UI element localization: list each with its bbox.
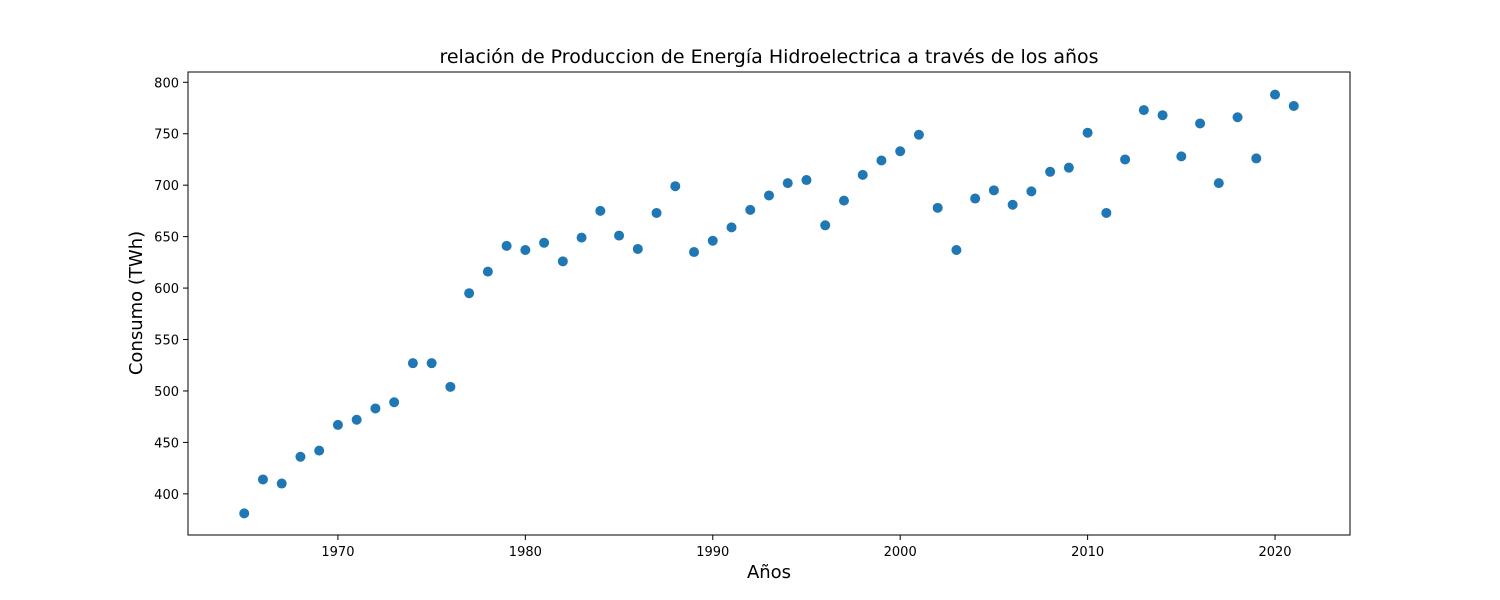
scatter-point	[557, 256, 568, 267]
y-tick-label: 650	[154, 231, 179, 246]
x-tick-label: 2000	[884, 545, 917, 560]
scatter-point	[1101, 207, 1112, 218]
y-tick-label: 700	[154, 179, 179, 194]
scatter-point	[857, 169, 868, 180]
x-tick-label: 1990	[696, 545, 729, 560]
scatter-point	[389, 397, 400, 408]
scatter-point	[913, 129, 924, 140]
scatter-point	[276, 478, 287, 489]
scatter-point	[1251, 153, 1262, 164]
x-tick-label: 2010	[1071, 545, 1104, 560]
y-tick-label: 750	[154, 128, 179, 143]
scatter-point	[1270, 89, 1281, 100]
scatter-point	[1063, 162, 1074, 173]
y-tick-label: 500	[154, 385, 179, 400]
scatter-point	[445, 381, 456, 392]
scatter-point	[482, 266, 493, 277]
scatter-point	[876, 155, 887, 166]
scatter-point	[1082, 127, 1093, 138]
x-tick-label: 2020	[1258, 545, 1291, 560]
scatter-point	[1007, 199, 1018, 210]
scatter-point	[464, 288, 475, 299]
scatter-point	[614, 230, 625, 241]
scatter-point	[295, 451, 306, 462]
scatter-point	[520, 244, 531, 255]
scatter-point	[651, 207, 662, 218]
scatter-point	[707, 235, 718, 246]
scatter-point	[407, 358, 418, 369]
scatter-point	[501, 240, 512, 251]
scatter-point	[1138, 105, 1149, 116]
scatter-point	[745, 204, 756, 215]
x-tick-label: 1970	[321, 545, 354, 560]
x-axis-ticks: 1970 1980 1990 2000 2010 2020	[321, 535, 1292, 560]
scatter-point	[1176, 151, 1187, 162]
y-tick-label: 600	[154, 282, 179, 297]
scatter-point	[988, 185, 999, 196]
scatter-point	[764, 190, 774, 201]
data-points	[239, 89, 1299, 519]
scatter-point	[426, 358, 437, 369]
scatter-point	[1195, 118, 1206, 129]
scatter-point	[1213, 178, 1224, 189]
scatter-point	[932, 202, 943, 213]
scatter-point	[895, 146, 906, 157]
scatter-point	[689, 247, 700, 258]
scatter-point	[1288, 100, 1299, 111]
scatter-point	[670, 181, 681, 192]
x-tick-label: 1980	[509, 545, 542, 560]
scatter-point	[838, 195, 849, 206]
scatter-point	[1045, 166, 1056, 177]
scatter-point	[257, 474, 268, 485]
y-axis-ticks: 400 450 500 550 600 650 700 750 800	[154, 76, 188, 503]
scatter-point	[820, 220, 831, 231]
scatter-point	[370, 403, 381, 414]
y-tick-label: 550	[154, 334, 179, 349]
scatter-point	[1157, 110, 1168, 121]
y-tick-label: 800	[154, 76, 179, 91]
y-tick-label: 450	[154, 436, 179, 451]
scatter-point	[1120, 154, 1131, 165]
scatter-point	[726, 222, 737, 233]
scatter-point	[576, 232, 587, 243]
scatter-point	[351, 414, 362, 425]
scatter-point	[951, 244, 962, 255]
scatter-point	[801, 175, 812, 186]
x-axis-label: Años	[747, 562, 791, 583]
chart-title: relación de Produccion de Energía Hidroe…	[439, 46, 1098, 68]
y-axis-label: Consumo (TWh)	[126, 231, 147, 375]
scatter-point	[539, 237, 550, 248]
scatter-point	[782, 178, 793, 189]
scatter-point	[970, 193, 981, 204]
y-tick-label: 400	[154, 488, 179, 503]
plot-area-frame	[187, 71, 1351, 536]
scatter-point	[1026, 186, 1037, 197]
scatter-point	[595, 205, 606, 216]
scatter-point	[1232, 112, 1243, 123]
scatter-point	[314, 445, 325, 456]
scatter-point	[332, 419, 343, 430]
scatter-point	[239, 508, 250, 519]
scatter-point	[632, 243, 643, 254]
